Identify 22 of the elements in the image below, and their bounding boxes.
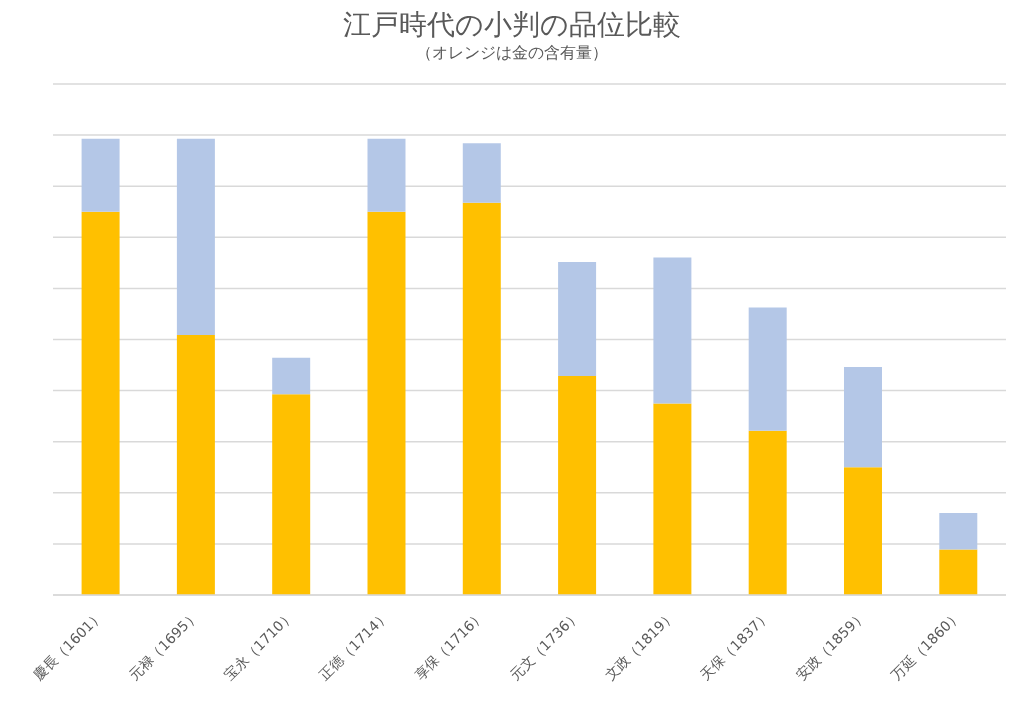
bar bbox=[939, 549, 978, 595]
bar bbox=[843, 467, 882, 595]
bar bbox=[176, 138, 215, 335]
bar bbox=[272, 357, 311, 395]
bar bbox=[843, 366, 882, 468]
bar bbox=[939, 512, 978, 550]
bar bbox=[462, 143, 501, 203]
bar bbox=[558, 376, 597, 595]
bar bbox=[367, 211, 406, 595]
bar bbox=[272, 394, 311, 595]
bar bbox=[748, 307, 787, 431]
bar bbox=[81, 138, 120, 212]
bar bbox=[81, 211, 120, 595]
chart-title: 江戸時代の小判の品位比較 bbox=[342, 8, 682, 42]
bar bbox=[748, 430, 787, 595]
bar bbox=[462, 202, 501, 595]
bar bbox=[367, 138, 406, 212]
bar bbox=[176, 334, 215, 595]
bar bbox=[653, 403, 692, 595]
bar bbox=[558, 261, 597, 376]
bar bbox=[653, 257, 692, 404]
chart-subtitle: （オレンジは金の含有量） bbox=[415, 42, 609, 64]
